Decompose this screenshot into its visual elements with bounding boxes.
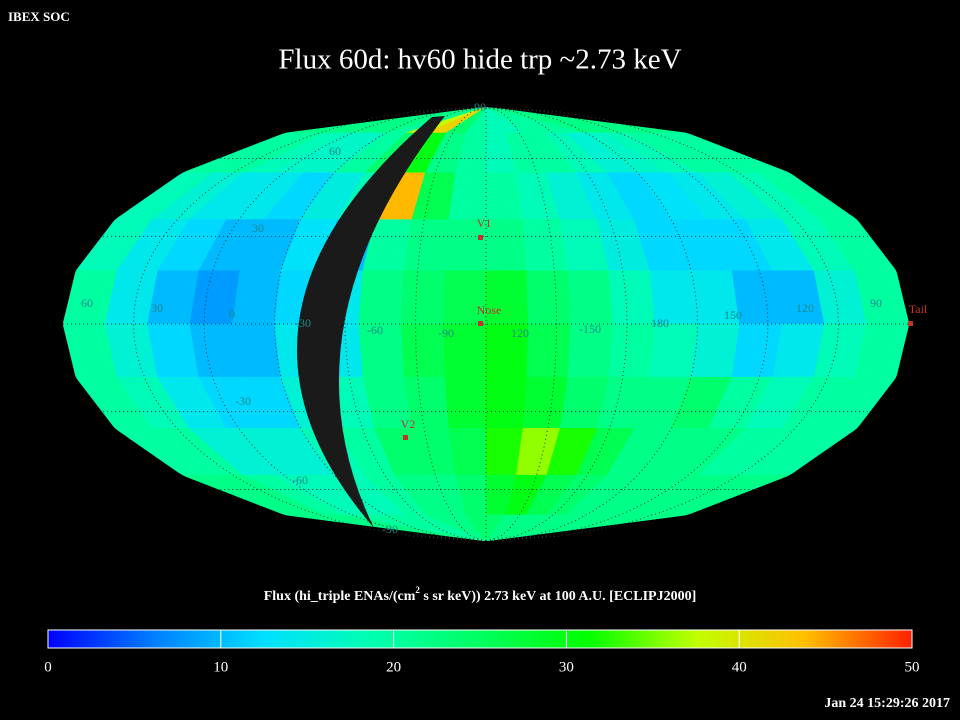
flux-cell: [567, 270, 614, 325]
lon-label: 180: [651, 316, 669, 330]
flux-cell: [403, 219, 450, 272]
flux-cell: [485, 219, 528, 272]
meridian: [344, 107, 487, 541]
lon-label: 120: [511, 326, 529, 340]
timestamp: Jan 24 15:29:26 2017: [824, 696, 950, 711]
lon-label: 60: [81, 296, 93, 310]
flux-cell: [649, 323, 698, 378]
lon-label: 150: [724, 308, 742, 322]
flux-cell: [448, 172, 487, 220]
label-superscript: 2: [415, 585, 420, 595]
sky-map: [63, 107, 909, 541]
flux-cell: [444, 376, 487, 429]
flux-cell: [526, 323, 571, 378]
colorbar-tick-label: 10: [213, 659, 228, 675]
lon-label: -90: [438, 326, 454, 340]
flux-cell: [358, 270, 405, 325]
lon-label: -60: [367, 323, 383, 337]
meridian: [203, 107, 487, 541]
lon-label: 90: [870, 296, 882, 310]
flux-cell: [189, 323, 241, 378]
meridian: [485, 107, 699, 541]
colorbar-tick-label: 0: [44, 659, 52, 675]
flux-cell: [608, 323, 656, 378]
flux-cell: [854, 270, 909, 325]
marker: [403, 435, 408, 440]
marker-label: V1: [477, 216, 492, 230]
meridian: [273, 107, 487, 541]
label-part: s sr keV)) 2.73 keV at 100 A.U. [ECLIPJ2…: [420, 589, 696, 604]
lon-label: 0: [229, 307, 235, 321]
marker-label: V2: [401, 417, 416, 431]
lon-label: 30: [151, 301, 163, 315]
meridian: [485, 107, 628, 541]
org-label: IBEX SOC: [8, 9, 70, 24]
lon-label: -30: [295, 316, 311, 330]
flux-cell: [448, 428, 487, 476]
graticule: [63, 107, 909, 541]
flux-cell: [526, 270, 571, 325]
marker: [478, 235, 483, 240]
colorbar-ticks: 0 10 20 30 40 50: [44, 630, 920, 675]
colorbar-label: Flux (hi_triple ENAs/(cm2 s sr keV)) 2.7…: [264, 585, 697, 604]
meridian: [414, 107, 487, 541]
lon-label: -150: [579, 322, 601, 336]
flux-cell: [485, 514, 687, 541]
colorbar-tick-label: 30: [559, 659, 574, 675]
colorbar-tick-label: 50: [905, 659, 920, 675]
flux-cell: [231, 270, 282, 325]
flux-cell: [485, 376, 528, 429]
flux-cell: [608, 270, 656, 325]
marker-label: Nose: [477, 303, 502, 317]
flux-cell: [690, 323, 741, 378]
lat-label: 30: [252, 221, 264, 235]
flux-cell: [401, 270, 446, 325]
lat-label: -30: [235, 394, 251, 408]
lat-label: -60: [292, 473, 308, 487]
colorbar-tick-label: 40: [732, 659, 747, 675]
meridian: [485, 107, 769, 541]
hidden-region: [296, 116, 445, 528]
lon-label: 120: [796, 301, 814, 315]
marker: [908, 321, 913, 326]
colorbar: [47, 629, 913, 649]
meridian: [485, 107, 558, 541]
marker: [478, 321, 483, 326]
lat-label: 60: [329, 144, 341, 158]
marker-label: Tail: [909, 302, 928, 316]
lat-label: 90: [474, 100, 486, 114]
lat-label: -90: [382, 522, 398, 536]
flux-cell: [231, 323, 282, 378]
title: Flux 60d: hv60 hide trp ~2.73 keV: [278, 44, 681, 76]
colorbar-tick-label: 20: [386, 659, 401, 675]
label-part: Flux (hi_triple ENAs/(cm: [264, 589, 416, 604]
